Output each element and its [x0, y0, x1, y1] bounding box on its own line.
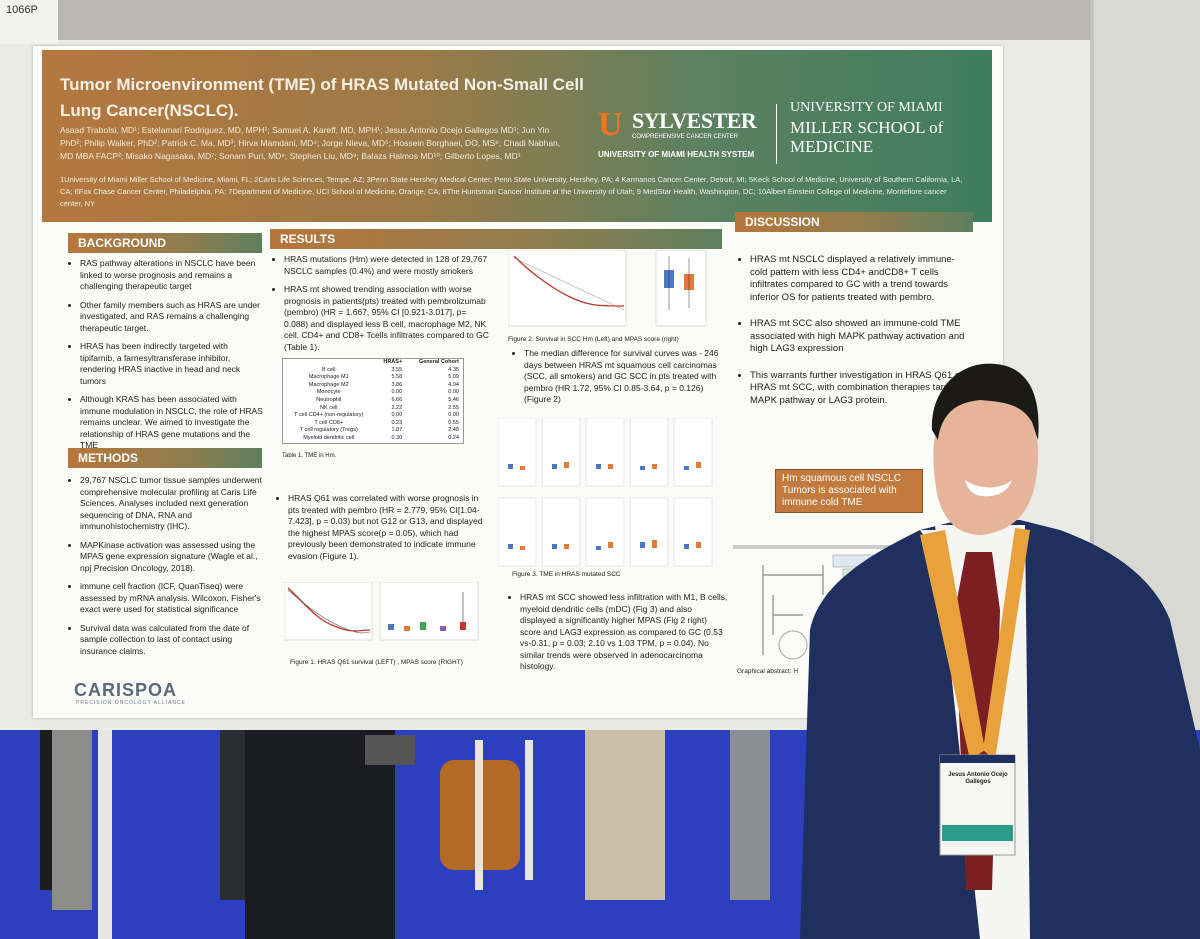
table-cell: 4.35 [448, 366, 459, 373]
figure-1-plots [284, 582, 479, 641]
methods-item: MAPKinase activation was assessed using … [80, 540, 264, 575]
table-caption: Table 1. TME in Hm. [282, 453, 337, 459]
results-list-1: HRAS mutations (Hm) were detected in 128… [272, 254, 492, 360]
sylvester-logo-subtitle: COMPREHENSIVE CANCER CENTER [632, 134, 739, 140]
caris-logo-subtitle: PRECISION ONCOLOGY ALLIANCE [76, 700, 186, 706]
table-row: T cell regulatory (Tregs) 1.87 2.48 [283, 427, 464, 435]
table-cell: 5.58 [391, 374, 403, 381]
poster-header [42, 50, 992, 222]
table-cell: 0.24 [448, 434, 459, 441]
um-university-name: UNIVERSITY OF MIAMI [790, 100, 943, 115]
table-cell: 3.86 [391, 381, 403, 388]
table-cell: Monocyte [316, 389, 341, 396]
discussion-heading: DISCUSSION [735, 212, 973, 232]
results-list-4: HRAS mt SCC showed less infiltration wit… [508, 592, 728, 680]
table-cell: Macrophage M2 [308, 381, 349, 388]
results-item: HRAS mutations (Hm) were detected in 128… [284, 254, 492, 277]
table-row: Macrophage M1 5.58 5.09 [283, 374, 464, 382]
results-item: HRAS Q61 was correlated with worse progn… [288, 493, 490, 562]
background-item: Other family members such as HRAS are un… [80, 300, 264, 335]
background-item: RAS pathway alterations in NSCLC have be… [80, 258, 264, 293]
table-cell: 0.00 [448, 412, 459, 419]
discussion-item: HRAS mt SCC also showed an immune-cold T… [750, 318, 972, 356]
table-header: HRAS+ [383, 359, 403, 365]
results-item: HRAS mt showed trending association with… [284, 284, 492, 353]
table-row: NK cell 2.22 2.55 [283, 405, 464, 413]
background-item: Although KRAS has been associated with i… [80, 394, 264, 452]
badge-name: Jesus Antonio Ocejo Gallegos [948, 772, 1008, 785]
methods-heading: METHODS [68, 448, 262, 468]
table-cell: 2.55 [448, 404, 459, 411]
figure-1-caption: Figure 1. HRAS Q61 survival (LEFT) , MPA… [290, 659, 463, 666]
results-item: The median difference for survival curve… [524, 348, 724, 406]
table-cell: 0.00 [391, 389, 403, 396]
table-row: Monocyte 0.00 0.00 [283, 389, 464, 397]
table-cell: 0.00 [391, 412, 403, 419]
table-row: T cell CD4+ (non-regulatory) 0.00 0.00 [283, 412, 464, 420]
table-cell: 5.46 [448, 396, 459, 403]
figure-2-plots [508, 250, 707, 327]
methods-item: immune cell fraction (ICF, QuanTiseq) we… [80, 581, 264, 616]
table-cell: Myeloid dendritic cell [303, 434, 355, 441]
table-cell: 0.23 [391, 419, 403, 426]
table-cell: 1.87 [391, 427, 403, 434]
table-cell: 0.00 [448, 389, 459, 396]
table-cell: 0.30 [391, 434, 403, 441]
table-row: Myeloid dendritic cell 0.30 0.24 [283, 435, 464, 443]
background-people [40, 730, 770, 939]
discussion-item: This warrants further investigation in H… [750, 370, 972, 408]
table-cell: 2.22 [391, 404, 403, 411]
results-list-3: The median difference for survival curve… [512, 348, 724, 413]
figure-2-caption: Figure 2. Survival in SCC Hm (Left) and … [508, 336, 679, 343]
sylvester-health-system: UNIVERSITY OF MIAMI HEALTH SYSTEM [598, 150, 755, 159]
discussion-item: HRAS mt NSCLC displayed a relatively imm… [750, 254, 972, 304]
table-header [283, 359, 375, 367]
table-cell: 4.94 [448, 381, 459, 388]
table-cell: 5.09 [448, 374, 459, 381]
discussion-list: HRAS mt NSCLC displayed a relatively imm… [738, 254, 972, 414]
table-row: T cell CD8+ 0.23 0.55 [283, 420, 464, 428]
presenter-person [800, 363, 1200, 939]
table-header-row: HRAS+ General Cohort [283, 359, 464, 367]
board-number: 1066P [0, 0, 58, 44]
table-cell: Macrophage M1 [308, 374, 349, 381]
figure-3-caption: Figure 3. TME in HRAS mutated SCC [512, 571, 621, 578]
um-school-name: MILLER SCHOOL of MEDICINE [790, 118, 944, 156]
caris-logo: CARISPOA [74, 680, 178, 700]
sylvester-logo-name: SYLVESTER [632, 108, 757, 133]
background-heading: BACKGROUND [68, 233, 262, 253]
tme-table: HRAS+ General Cohort B cell 3.55 4.35 Macr… [282, 358, 464, 444]
poster-affiliations: 1University of Miami Miller School of Me… [60, 175, 963, 208]
methods-list: 29,767 NSCLC tumor tissue samples underw… [68, 475, 264, 664]
table-cell: T cell CD8+ [314, 419, 344, 426]
table-cell: B cell [322, 366, 336, 373]
results-heading: RESULTS [270, 229, 722, 249]
background-list: RAS pathway alterations in NSCLC have be… [68, 258, 264, 459]
table-row: Neutrophil 6.66 5.46 [283, 397, 464, 405]
poster-authors: Asaad Trabolsi, MD¹; Estelamari Rodrigue… [60, 125, 561, 161]
logo-divider [776, 104, 777, 164]
sylvester-u-logo: U [598, 106, 623, 143]
table-cell: NK cell [320, 404, 338, 411]
table-cell: T cell CD4+ (non-regulatory) [294, 412, 364, 419]
methods-item: 29,767 NSCLC tumor tissue samples underw… [80, 475, 264, 533]
methods-item: Survival data was calculated from the da… [80, 623, 264, 658]
table-row: B cell 3.55 4.35 [283, 367, 464, 375]
results-list-2: HRAS Q61 was correlated with worse progn… [276, 493, 490, 569]
table-cell: 2.48 [448, 427, 459, 434]
results-item: HRAS mt SCC showed less infiltration wit… [520, 592, 728, 673]
table-cell: Neutrophil [316, 396, 342, 403]
table-cell: 0.55 [448, 419, 459, 426]
figure-3-plots [498, 418, 713, 567]
table-cell: T cell regulatory (Tregs) [299, 427, 358, 434]
background-item: HRAS has been indirectly targeted with t… [80, 341, 264, 387]
table-cell: 3.55 [391, 366, 403, 373]
conclusion-callout: Hm squamous cell NSCLC Tumors is associa… [775, 469, 923, 513]
graphical-abstract-caption: Graphical abstract: H [737, 668, 799, 675]
table-cell: 6.66 [391, 396, 403, 403]
table-header: General Cohort [418, 359, 459, 365]
poster-title: Tumor Microenvironment (TME) of HRAS Mut… [60, 75, 584, 120]
table-row: Macrophage M2 3.86 4.94 [283, 382, 464, 390]
